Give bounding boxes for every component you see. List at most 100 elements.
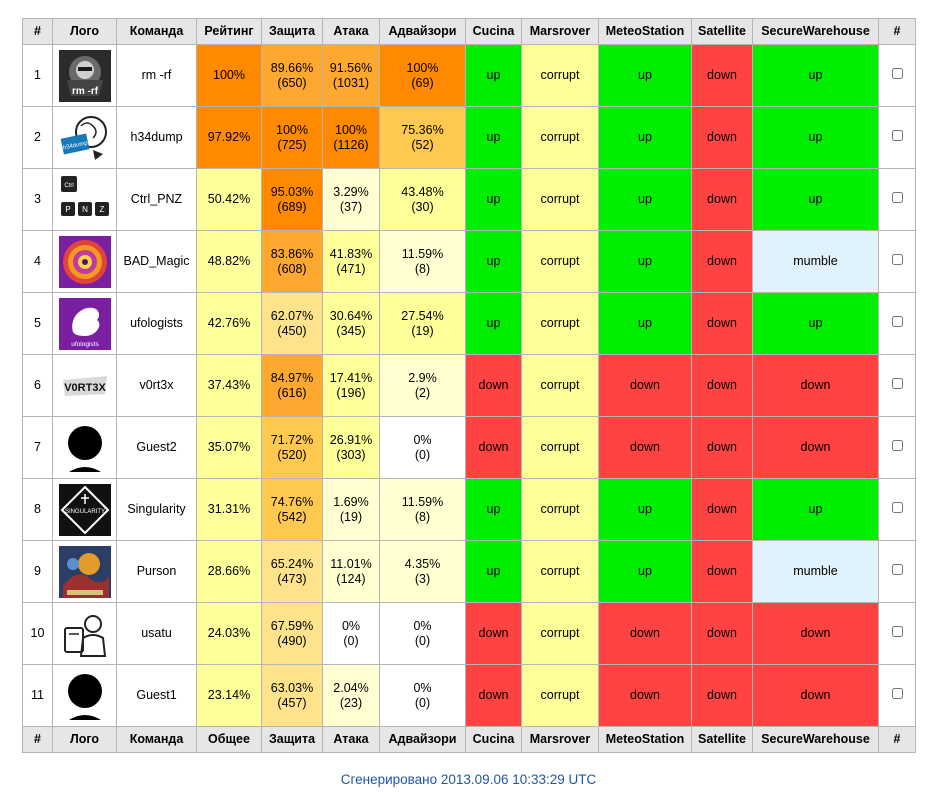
service-status-marsrover: corrupt <box>521 106 599 169</box>
team-defense-percent: 95.03% <box>270 184 314 199</box>
team-name: Purson <box>116 540 197 603</box>
row-select-checkbox[interactable] <box>891 316 903 327</box>
service-status-securewarehouse: down <box>752 602 879 665</box>
service-status-marsrover: corrupt <box>521 168 599 231</box>
team-attack-percent: 3.29% <box>333 184 369 199</box>
row-select-cell <box>878 602 916 665</box>
team-advisory-points: (2) <box>414 385 431 400</box>
usatu-logo <box>58 607 111 660</box>
team-rating: 24.03% <box>196 602 262 665</box>
col-select-header: # <box>878 18 916 45</box>
row-select-checkbox[interactable] <box>891 564 903 575</box>
service-status-marsrover: corrupt <box>521 664 599 727</box>
team-logo-cell: rm -rf <box>52 44 117 107</box>
team-row: 9 Purson 28.66% 65.24% (473) 11.01% (124) 4.35%… <box>22 540 916 603</box>
row-select-checkbox[interactable] <box>891 378 903 389</box>
team-row: 7 Guest2 35.07% 71.72% (520) 26.91% (303) 0% (0)… <box>22 416 916 479</box>
row-select-checkbox[interactable] <box>891 626 903 637</box>
team-rating: 37.43% <box>196 354 262 417</box>
svg-text:Z: Z <box>99 205 104 214</box>
row-select-checkbox[interactable] <box>891 440 903 451</box>
row-select-checkbox[interactable] <box>891 192 903 203</box>
service-status-meteostation: up <box>598 230 692 293</box>
team-attack-percent: 11.01% <box>330 556 372 571</box>
col-select-footer: # <box>878 726 916 753</box>
team-advisory-percent: 11.59% <box>401 246 444 261</box>
team-advisory: 4.35% (3) <box>379 540 466 603</box>
col-rating-header: Рейтинг <box>196 18 262 45</box>
service-status-marsrover: corrupt <box>521 44 599 107</box>
team-advisory: 0% (0) <box>379 664 466 727</box>
service-status-satellite: down <box>691 478 753 541</box>
col-rank-header: # <box>22 18 53 45</box>
svg-text:Ctrl: Ctrl <box>64 183 73 189</box>
team-row: 11 Guest1 23.14% 63.03% (457) 2.04% (23) 0% (0) d… <box>22 664 916 727</box>
team-defense-points: (542) <box>277 509 307 524</box>
team-attack-percent: 26.91% <box>329 432 373 447</box>
svg-text:SINGULARITY: SINGULARITY <box>64 509 104 515</box>
row-select-checkbox[interactable] <box>891 130 903 141</box>
service-status-cucina: up <box>465 168 522 231</box>
team-attack-points: (1031) <box>332 75 370 90</box>
team-attack-percent: 30.64% <box>329 308 373 323</box>
service-status-cucina: down <box>465 664 522 727</box>
col-rank-footer: # <box>22 726 53 753</box>
team-rank: 1 <box>22 44 53 107</box>
col-cucina-footer: Cucina <box>465 726 522 753</box>
team-defense-points: (457) <box>277 695 307 710</box>
team-defense-points: (616) <box>277 385 307 400</box>
team-advisory-points: (19) <box>411 323 434 338</box>
team-rank: 6 <box>22 354 53 417</box>
team-rating: 97.92% <box>196 106 262 169</box>
team-rank: 5 <box>22 292 53 355</box>
team-rank: 7 <box>22 416 53 479</box>
row-select-checkbox[interactable] <box>891 502 903 513</box>
team-logo-cell: ufologists <box>52 292 117 355</box>
team-rank: 8 <box>22 478 53 541</box>
team-defense: 84.97% (616) <box>261 354 323 417</box>
col-cucina-header: Cucina <box>465 18 522 45</box>
row-select-checkbox[interactable] <box>891 68 903 79</box>
team-attack-percent: 91.56% <box>329 60 373 75</box>
service-status-marsrover: corrupt <box>521 292 599 355</box>
team-advisory-points: (52) <box>411 137 434 152</box>
service-status-meteostation: down <box>598 664 692 727</box>
team-row: 5 ufologists ufologists 42.76% 62.07% (450) 30… <box>22 292 916 355</box>
team-advisory: 11.59% (8) <box>379 478 466 541</box>
team-advisory-percent: 27.54% <box>401 308 444 323</box>
team-defense-percent: 83.86% <box>270 246 314 261</box>
team-logo-cell <box>52 540 117 603</box>
team-rating: 35.07% <box>196 416 262 479</box>
row-select-checkbox[interactable] <box>891 254 903 265</box>
service-status-meteostation: up <box>598 292 692 355</box>
team-attack-percent: 1.69% <box>333 494 369 509</box>
team-attack-points: (345) <box>336 323 366 338</box>
service-status-cucina: up <box>465 292 522 355</box>
team-defense-points: (608) <box>277 261 307 276</box>
service-status-marsrover: corrupt <box>521 540 599 603</box>
team-advisory-percent: 75.36% <box>401 122 444 137</box>
team-attack-points: (0) <box>343 633 359 648</box>
team-defense-percent: 67.59% <box>270 618 314 633</box>
singularity-logo: SINGULARITY <box>58 483 111 536</box>
team-advisory-percent: 0% <box>413 618 432 633</box>
team-advisory-percent: 11.59% <box>401 494 444 509</box>
team-advisory-points: (8) <box>414 509 431 524</box>
guest-avatar-logo <box>58 669 111 722</box>
col-advisory-footer: Адвайзори <box>379 726 466 753</box>
svg-text:rm -rf: rm -rf <box>71 86 98 97</box>
scoreboard-table: # Лого Команда Рейтинг Защита Атака Адва… <box>22 18 916 753</box>
team-attack: 11.01% (124) <box>322 540 380 603</box>
team-row: 10 usatu 24.03% 67.59% (490) 0% (0) 0% (0) down co… <box>22 602 916 665</box>
row-select-checkbox[interactable] <box>891 688 903 699</box>
service-status-meteostation: up <box>598 478 692 541</box>
team-attack-points: (303) <box>336 447 366 462</box>
team-row: 8 SINGULARITY Singularity 31.31% 74.76% (542)… <box>22 478 916 541</box>
row-select-cell <box>878 168 916 231</box>
team-rating: 28.66% <box>196 540 262 603</box>
team-row: 4 BAD_Magic 48.82% 83.86% (608) 41.83% (471) 11… <box>22 230 916 293</box>
team-advisory-percent: 43.48% <box>401 184 444 199</box>
team-attack: 0% (0) <box>322 602 380 665</box>
team-defense-percent: 100% <box>276 122 308 137</box>
service-status-satellite: down <box>691 602 753 665</box>
